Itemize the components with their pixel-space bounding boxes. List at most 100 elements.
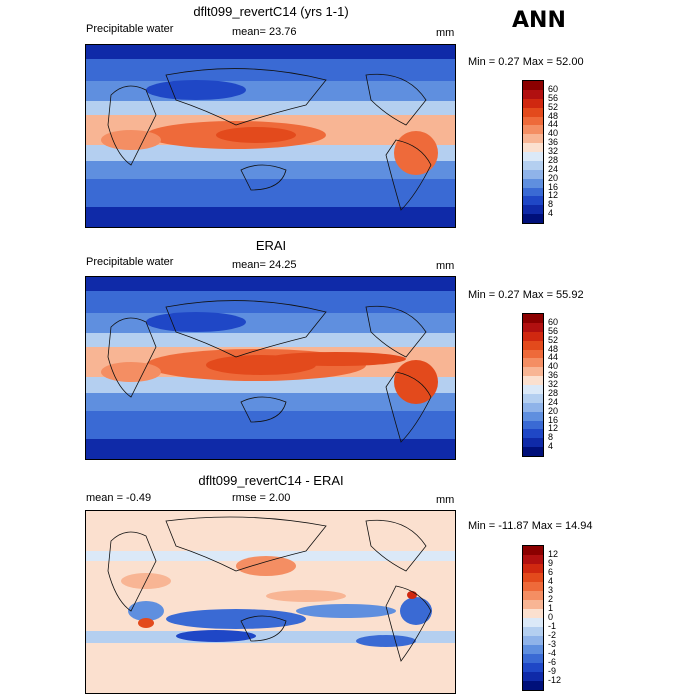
- panel1-left-label: Precipitable water: [86, 23, 174, 35]
- panel1-units: mm: [436, 27, 455, 39]
- colorbar-tick-label: 44: [548, 352, 559, 363]
- colorbar-tick-label: 20: [548, 405, 559, 416]
- colorbar-tick-label: 0: [548, 612, 554, 622]
- colorbar-tick-label: 28: [548, 154, 559, 165]
- colorbar-tick-label: 1: [548, 603, 554, 613]
- colorbar-swatch: [523, 402, 543, 412]
- colorbar-tick-label: 60: [548, 316, 559, 327]
- colorbar-swatch: [523, 618, 543, 627]
- panel3-mean-label: mean = -0.49: [86, 492, 152, 504]
- colorbar-swatch: [523, 169, 543, 179]
- colorbar-swatch: [523, 125, 543, 135]
- colorbar-tick-label: 40: [548, 128, 559, 139]
- panel3-map-field: [86, 511, 455, 693]
- colorbar-tick-label: 52: [548, 334, 559, 345]
- colorbar-swatch: [523, 196, 543, 206]
- colorbar-tick-label: 36: [548, 370, 559, 381]
- panel3-colorbar-swatches: [523, 546, 543, 690]
- colorbar-tick-label: 12: [548, 423, 559, 434]
- colorbar-swatch: [523, 672, 543, 681]
- panel3-colorbar: [522, 545, 544, 691]
- panel1-colorbar-swatches: [523, 81, 543, 223]
- colorbar-tick-label: -9: [548, 666, 557, 676]
- colorbar-tick-label: 32: [548, 379, 559, 389]
- colorbar-swatch: [523, 447, 543, 456]
- colorbar-tick-label: 28: [548, 387, 559, 398]
- colorbar-tick-label: 24: [548, 396, 559, 407]
- colorbar-swatch: [523, 314, 543, 323]
- colorbar-tick-label: 48: [548, 343, 559, 354]
- colorbar-swatch: [523, 322, 543, 332]
- colorbar-swatch: [523, 654, 543, 663]
- season-label: ANN: [512, 8, 566, 33]
- panel3-minmax: Min = -11.87 Max = 14.94: [468, 520, 593, 532]
- colorbar-swatch: [523, 134, 543, 144]
- colorbar-tick-label: 32: [548, 146, 559, 156]
- colorbar-swatch: [523, 663, 543, 672]
- colorbar-tick-label: 12: [548, 190, 559, 201]
- colorbar-swatch: [523, 214, 543, 223]
- colorbar-tick-label: -4: [548, 648, 557, 658]
- colorbar-swatch: [523, 89, 543, 99]
- colorbar-swatch: [523, 331, 543, 341]
- colorbar-tick-label: 12: [548, 549, 559, 559]
- colorbar-tick-label: 4: [548, 208, 554, 219]
- colorbar-swatch: [523, 411, 543, 421]
- colorbar-tick-label: 8: [548, 199, 554, 210]
- colorbar-swatch: [523, 178, 543, 188]
- colorbar-tick-label: 8: [548, 432, 554, 443]
- colorbar-tick-label: -2: [548, 630, 557, 640]
- colorbar-tick-label: 16: [548, 414, 559, 425]
- panel1-minmax: Min = 0.27 Max = 52.00: [468, 56, 584, 68]
- colorbar-tick-label: -12: [548, 675, 562, 685]
- colorbar-swatch: [523, 645, 543, 654]
- colorbar-swatch: [523, 107, 543, 117]
- panel2-colorbar-swatches: [523, 314, 543, 456]
- panel1-map-field: [86, 45, 455, 227]
- panel3-units: mm: [436, 494, 455, 506]
- colorbar-tick-label: 3: [548, 585, 554, 595]
- colorbar-tick-label: -3: [548, 639, 557, 649]
- colorbar-tick-label: 24: [548, 163, 559, 174]
- colorbar-swatch: [523, 385, 543, 394]
- colorbar-swatch: [523, 573, 543, 582]
- colorbar-tick-label: -6: [548, 657, 557, 667]
- colorbar-swatch: [523, 636, 543, 645]
- colorbar-swatch: [523, 340, 543, 350]
- panel1-map: [85, 44, 456, 228]
- colorbar-swatch: [523, 438, 543, 448]
- colorbar-swatch: [523, 187, 543, 197]
- colorbar-tick-label: 56: [548, 325, 559, 336]
- colorbar-swatch: [523, 591, 543, 600]
- colorbar-swatch: [523, 681, 543, 690]
- colorbar-tick-label: 4: [548, 576, 554, 586]
- colorbar-tick-label: 52: [548, 101, 559, 112]
- colorbar-swatch: [523, 143, 543, 152]
- colorbar-tick-label: 2: [548, 594, 554, 604]
- colorbar-tick-label: 9: [548, 558, 554, 568]
- colorbar-tick-label: 20: [548, 172, 559, 183]
- colorbar-swatch: [523, 152, 543, 161]
- panel2-colorbar: [522, 313, 544, 457]
- colorbar-tick-label: 6: [548, 567, 554, 577]
- panel2-left-label: Precipitable water: [86, 256, 174, 268]
- panel2-title: ERAI: [255, 238, 287, 253]
- colorbar-tick-label: 56: [548, 92, 559, 103]
- panel2-mean-label: mean= 24.25: [232, 259, 297, 271]
- colorbar-tick-label: 36: [548, 137, 559, 148]
- colorbar-swatch: [523, 393, 543, 403]
- colorbar-tick-label: 16: [548, 181, 559, 192]
- colorbar-swatch: [523, 205, 543, 215]
- panel3-rmse-label: rmse = 2.00: [232, 492, 291, 504]
- colorbar-swatch: [523, 555, 543, 564]
- panel1-colorbar: [522, 80, 544, 224]
- colorbar-tick-label: 48: [548, 110, 559, 121]
- colorbar-tick-label: -1: [548, 621, 557, 631]
- colorbar-swatch: [523, 582, 543, 591]
- colorbar-swatch: [523, 116, 543, 126]
- colorbar-swatch: [523, 564, 543, 573]
- panel3-map: [85, 510, 456, 694]
- panel2-map: [85, 276, 456, 460]
- colorbar-swatch: [523, 367, 543, 377]
- colorbar-swatch: [523, 349, 543, 359]
